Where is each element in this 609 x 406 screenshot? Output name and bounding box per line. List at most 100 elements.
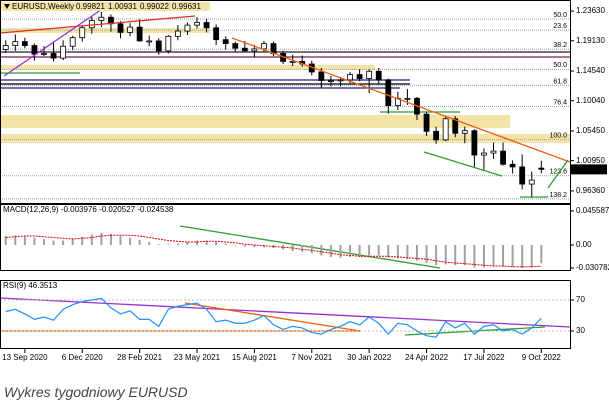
x-tick-label: 6 Dec 2020 <box>62 353 103 362</box>
candle-body <box>328 80 334 82</box>
candle-body <box>88 20 95 29</box>
macd-bar <box>473 245 476 268</box>
macd-bar <box>253 245 256 248</box>
macd-bar <box>205 240 208 246</box>
macd-bar <box>444 245 447 265</box>
candle-body <box>12 41 19 46</box>
y-tick-label: 1.10040 <box>576 96 605 105</box>
macd-bar <box>502 245 505 267</box>
macd-bar <box>463 245 466 266</box>
macd-bar <box>511 245 514 267</box>
candle-body <box>117 23 124 33</box>
macd-bar <box>406 245 409 260</box>
macd-bar <box>540 245 543 264</box>
trendline <box>423 151 503 177</box>
macd-bar <box>4 236 7 246</box>
frame <box>0 204 571 271</box>
macd-bar <box>109 233 112 246</box>
candle-body <box>318 71 325 81</box>
macd-bar <box>377 245 380 256</box>
trendline <box>404 326 546 336</box>
candle-body <box>155 40 162 52</box>
y-tick-label: 30 <box>576 326 585 335</box>
macd-bar <box>234 245 237 246</box>
macd-bar <box>387 245 390 258</box>
candle-body <box>538 167 545 170</box>
header-icon <box>4 4 10 9</box>
rsi-line <box>5 297 542 338</box>
zone <box>0 115 510 128</box>
trendline <box>0 297 571 328</box>
candle-body <box>337 79 344 82</box>
candle-body <box>136 26 143 42</box>
macd-bar <box>521 245 524 269</box>
candle-body <box>433 130 440 141</box>
candle-body <box>184 24 191 32</box>
chart-title: EURUSD,Weekly <box>12 2 74 11</box>
candle-body <box>500 150 506 165</box>
level-label: 138.2 <box>549 192 567 199</box>
macd-bar <box>196 240 199 246</box>
macd-bar <box>339 245 342 258</box>
candle-body <box>423 113 430 132</box>
candle-body <box>194 22 200 26</box>
candle-body <box>385 79 392 106</box>
macd-bar <box>425 245 428 263</box>
y-tick-label: 1.14540 <box>576 66 605 75</box>
macd-bar <box>119 236 122 246</box>
candle-body <box>241 47 248 52</box>
trendline <box>547 159 569 189</box>
candle-body <box>481 152 487 156</box>
candle-body <box>146 40 153 43</box>
macd-bar <box>157 244 160 246</box>
header-bg <box>2 2 208 11</box>
candle-body <box>41 53 47 55</box>
macd-bar <box>186 242 189 246</box>
price-tag: 0.99631 <box>574 164 603 173</box>
y-tick-label: 70 <box>576 295 585 304</box>
y-tick-label: 1.00950 <box>576 156 605 165</box>
trendline <box>3 4 109 77</box>
candle-body <box>203 22 210 29</box>
candle-body <box>509 163 516 168</box>
level-label: 61.8 <box>553 78 567 85</box>
candle-body <box>452 118 459 134</box>
price-tag-bg <box>571 164 607 175</box>
level-label: 50.0 <box>553 62 567 69</box>
macd-bar <box>71 239 74 246</box>
candle-body <box>174 30 181 37</box>
macd-bar <box>320 245 323 256</box>
x-tick-label: 28 Feb 2021 <box>117 353 162 362</box>
trendline <box>184 302 361 332</box>
levels: 50.0 23.6 38.2 50.0 61.8 76.4 100.0 123.6 138.2 <box>0 12 570 200</box>
macd-panel <box>4 233 543 269</box>
macd-bar <box>301 245 304 252</box>
macd-bar <box>530 245 533 268</box>
candle-body <box>289 61 296 63</box>
x-tick-label: 17 Jul 2022 <box>463 353 505 362</box>
zone <box>0 65 375 70</box>
macd-bar <box>224 243 227 246</box>
candle-body <box>60 45 67 59</box>
zone <box>0 134 570 143</box>
candle-body <box>366 70 373 79</box>
y-tick-label: 1.19130 <box>576 36 605 45</box>
x-tick-label: 23 May 2021 <box>174 353 221 362</box>
macd-bar <box>349 245 352 257</box>
chart: 50.023.638.250.061.876.4100.0123.6138.2 … <box>0 0 609 362</box>
macd-bar <box>310 245 313 254</box>
macd-title: MACD(12,26,9) -0.003976 -0.020527 -0.024… <box>3 205 174 214</box>
candle-body <box>222 39 229 44</box>
macd-bar <box>329 245 332 257</box>
macd-bar <box>129 237 132 246</box>
x-tick-label: 30 Jan 2022 <box>347 353 392 362</box>
candle-body <box>165 35 172 52</box>
ohlc-high: 1.00931 <box>108 2 137 11</box>
candle-body <box>232 43 239 49</box>
frames <box>0 0 571 349</box>
candle-body <box>528 179 535 185</box>
x-tick-label: 24 Apr 2022 <box>405 353 449 362</box>
rsi-panel <box>0 297 570 338</box>
candle-body <box>69 37 76 47</box>
